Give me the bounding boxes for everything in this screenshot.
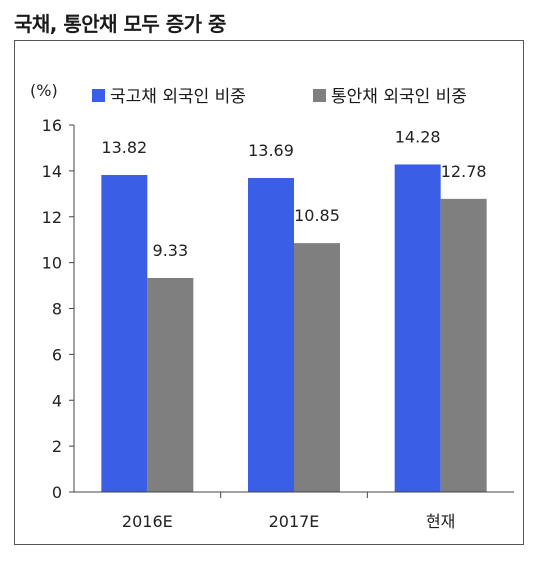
bar-series2 [294,243,340,492]
x-category-label: 2017E [269,512,320,531]
x-axis: 2016E 2017E 현재 [74,491,514,531]
legend-label-2: 통안채 외국인 비중 [331,87,467,107]
y-unit-label: (%) [30,81,58,100]
bar-value-label: 9.33 [153,241,189,260]
bar-group-2: 13.69 10.85 [248,141,340,492]
y-tick-label: 14 [42,162,62,181]
x-category-label: 현재 [426,512,455,531]
x-category-label: 2016E [122,512,173,531]
bar-value-label: 14.28 [395,127,441,146]
y-tick-label: 4 [52,391,62,410]
legend-swatch-2 [313,89,326,102]
legend: 국고채 외국인 비중 통안채 외국인 비중 [92,87,467,107]
y-tick-label: 6 [52,345,62,364]
bar-value-label: 10.85 [294,206,340,225]
bar-series1 [394,164,441,492]
bar-value-label: 13.69 [248,141,294,160]
bar-series1 [101,175,148,492]
bar-series2 [440,198,487,492]
y-tick-label: 2 [52,437,62,456]
y-tick-label: 0 [52,483,62,502]
y-tick-label: 8 [52,300,62,319]
y-tick-label: 12 [42,208,62,227]
y-tick-label: 16 [42,116,62,135]
bar-value-label: 13.82 [101,138,147,157]
bar-series1 [248,177,294,492]
bar-group-1: 13.82 9.33 [101,138,194,492]
y-axis: 0 2 4 6 8 10 12 14 16 [42,116,75,502]
bar-series2 [147,277,194,492]
bar-value-label: 12.78 [441,162,487,181]
legend-label-1: 국고채 외국인 비중 [110,87,246,107]
y-tick-label: 10 [42,254,62,273]
chart-headline: 국채, 통안채 모두 증가 중 [14,12,226,36]
legend-swatch-1 [92,89,105,102]
